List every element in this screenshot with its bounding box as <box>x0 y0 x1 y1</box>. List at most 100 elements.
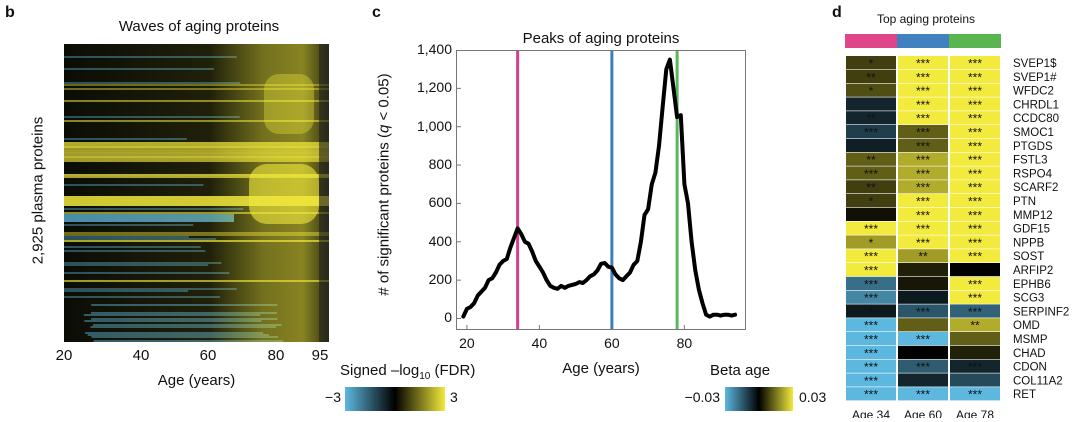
heatmap-d-cell <box>950 111 1000 125</box>
heatmap-d-row-label: GDF15 <box>1013 224 1050 236</box>
heatmap-d-star: *** <box>864 319 878 333</box>
heatmap-d-star: *** <box>864 333 878 347</box>
line-chart-point <box>593 273 595 275</box>
colorbar-b-label: Signed –log10 (FDR) <box>340 362 475 382</box>
heatmap-d-row-label: CHAD <box>1013 348 1046 360</box>
line-chart-point <box>633 264 635 266</box>
heatmap-d-cell <box>898 111 948 125</box>
heatmap-d-header-3 <box>949 34 1001 48</box>
line-chart-point <box>731 315 732 317</box>
heatmap-d-row-label: ARFIP2 <box>1013 265 1053 277</box>
heatmap-d-cell <box>950 235 1000 249</box>
heatmap-d-row-label: COL11A2 <box>1013 375 1063 387</box>
line-chart-point <box>709 316 711 318</box>
colorbar-b-max: 3 <box>450 389 458 405</box>
line-chart-point <box>524 241 526 243</box>
heatmap-d-cell <box>846 221 896 235</box>
heatmap-d-star: *** <box>968 222 982 236</box>
colorbar-b-label-suffix: (FDR) <box>430 362 476 379</box>
heatmap-d-star: *** <box>968 153 982 167</box>
heatmap-d-cell <box>950 69 1000 83</box>
heatmap-d-star: *** <box>916 181 930 195</box>
line-chart-frame <box>456 50 746 330</box>
heatmap-d-cell <box>846 318 896 332</box>
heatmap-d-star: *** <box>916 98 930 112</box>
colorbar-b-label-prefix: Signed –log <box>340 362 420 379</box>
line-chart-point <box>509 247 511 248</box>
heatmap-d-col-label: Age 78 <box>956 408 994 418</box>
heatmap-d-row-label: SCG3 <box>1013 293 1044 305</box>
heatmap-d-cell <box>898 97 948 111</box>
heatmap-d-cell <box>950 152 1000 166</box>
heatmap-d-row-label: SERPINF2 <box>1013 306 1069 318</box>
line-chart-ylabel: # of significant proteins (q < 0.05) <box>376 45 393 325</box>
heatmap-d-star: *** <box>968 126 982 140</box>
line-chart-point <box>636 260 638 262</box>
heatmap-d-star: * <box>869 84 874 98</box>
heatmap-d-star: *** <box>968 70 982 84</box>
line-chart-ylabel-suffix: < 0.05) <box>375 73 393 125</box>
heatmap-d-cell <box>950 249 1000 263</box>
line-chart-point <box>644 214 645 216</box>
heatmap-d-row-label: MSMP <box>1013 334 1048 346</box>
line-chart-xtick-label: 40 <box>531 335 548 351</box>
heatmap-d-cell <box>898 290 948 304</box>
heatmap-d-cell <box>846 345 896 359</box>
heatmap-d-star: *** <box>864 346 878 360</box>
line-chart-point <box>600 263 602 265</box>
heatmap-d-star: *** <box>968 57 982 71</box>
heatmap-b-bands <box>64 44 329 342</box>
heatmap-d-cell <box>846 332 896 346</box>
line-chart-point <box>549 285 551 287</box>
line-chart-point <box>662 107 664 108</box>
heatmap-d-star: *** <box>916 70 930 84</box>
heatmap-d-star: *** <box>916 222 930 236</box>
line-chart-point <box>546 279 548 281</box>
heatmap-d-star: ** <box>918 250 928 264</box>
heatmap-d-cell <box>898 387 948 401</box>
heatmap-d-star: *** <box>864 126 878 140</box>
heatmap-d-star: *** <box>864 374 878 388</box>
heatmap-b-peak-blob <box>249 164 319 224</box>
heatmap-d-row-label: PTGDS <box>1013 141 1053 153</box>
heatmap-d-row-label: FSTL3 <box>1013 155 1048 167</box>
line-chart-point <box>535 260 537 262</box>
heatmap-d-star: *** <box>916 208 930 222</box>
heatmap-d-cell <box>950 332 1000 346</box>
heatmap-d-star: *** <box>968 360 982 374</box>
heatmap-d-star: *** <box>916 84 930 98</box>
line-chart-point <box>665 68 667 70</box>
heatmap-d-cell <box>950 263 1000 277</box>
line-chart-point <box>687 202 689 204</box>
line-chart-point <box>720 315 722 317</box>
heatmap-d-title: Top aging proteins <box>876 12 976 26</box>
heatmap-b-xtick: 80 <box>267 347 285 364</box>
panel-d-letter: d <box>832 4 842 21</box>
line-chart-point <box>723 314 725 316</box>
heatmap-d-star: ** <box>866 181 876 195</box>
heatmap-b-ylabel: 2,925 plasma proteins <box>29 116 47 265</box>
heatmap-d-star: *** <box>968 291 982 305</box>
line-chart-point <box>654 172 656 174</box>
heatmap-d-star: *** <box>916 57 930 71</box>
heatmap-d-star: *** <box>968 98 982 112</box>
heatmap-d-row-label: SVEP1# <box>1013 72 1057 84</box>
heatmap-d-cell <box>898 276 948 290</box>
line-chart-point <box>466 308 468 310</box>
heatmap-d-cell <box>898 318 948 332</box>
heatmap-d-star: *** <box>968 208 982 222</box>
heatmap-d-cell <box>846 263 896 277</box>
line-chart-point <box>495 272 497 273</box>
heatmap-d-row-label: WFDC2 <box>1013 86 1054 98</box>
heatmap-d-star: *** <box>916 112 930 126</box>
heatmap-d-cell <box>846 249 896 263</box>
heatmap-d-cell <box>950 56 1000 70</box>
heatmap-d-row-label: CDON <box>1013 362 1047 374</box>
heatmap-d-cell <box>898 249 948 263</box>
line-chart-point <box>698 289 700 291</box>
line-chart-point <box>680 114 682 116</box>
line-chart-plot <box>456 50 746 330</box>
heatmap-d-cell <box>898 221 948 235</box>
heatmap-b-xtick: 95 <box>311 347 329 364</box>
heatmap-d-cell <box>898 166 948 180</box>
